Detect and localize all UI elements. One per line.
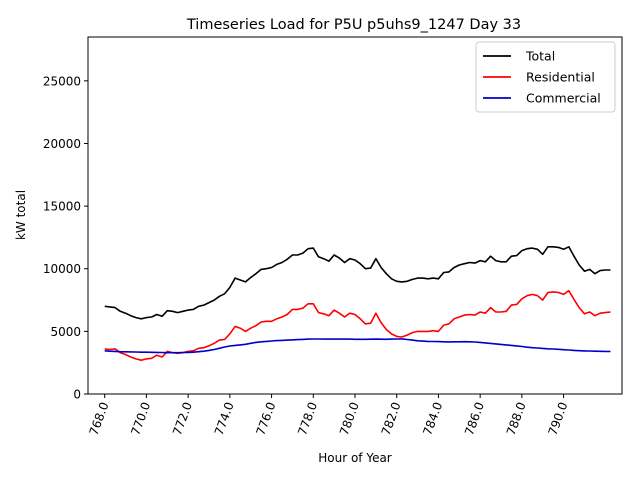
series-line-commercial: [104, 338, 611, 354]
y-tick-label: 20000: [43, 137, 81, 151]
x-tick-label: 782.0: [379, 400, 404, 437]
legend: Total Residential Commercial: [475, 41, 616, 113]
legend-label-residential: Residential: [526, 70, 595, 85]
y-axis-ticks: 0 5000 10000 15000 20000 25000: [43, 74, 88, 402]
series-line-total: [104, 246, 611, 320]
y-tick-label: 0: [73, 388, 81, 402]
x-axis-ticks: 768.0 770.0 772.0 774.0 776.0 778.0 780.0 782.0…: [87, 394, 571, 437]
y-tick-label: 5000: [50, 325, 81, 339]
x-axis-label: Hour of Year: [318, 451, 392, 465]
x-tick-label: 786.0: [462, 400, 487, 437]
x-tick-label: 772.0: [170, 400, 195, 437]
plot-series: [104, 246, 611, 362]
legend-box: [475, 41, 616, 113]
chart-title: Timeseries Load for P5U p5uhs9_1247 Day …: [186, 17, 521, 33]
y-tick-label: 10000: [43, 262, 81, 276]
x-tick-label: 778.0: [295, 400, 320, 437]
x-tick-label: 774.0: [212, 400, 237, 437]
legend-label-commercial: Commercial: [526, 91, 601, 106]
x-tick-label: 776.0: [253, 400, 278, 437]
x-tick-label: 768.0: [87, 400, 112, 437]
x-tick-label: 780.0: [337, 400, 362, 437]
y-tick-label: 25000: [43, 74, 81, 88]
y-axis-label: kW total: [14, 190, 28, 240]
x-tick-label: 784.0: [420, 400, 445, 437]
series-line-residential: [104, 289, 611, 362]
legend-label-total: Total: [525, 49, 555, 64]
y-tick-label: 15000: [43, 200, 81, 214]
x-tick-label: 788.0: [504, 400, 529, 437]
x-tick-label: 790.0: [546, 400, 571, 437]
x-tick-label: 770.0: [128, 400, 153, 437]
